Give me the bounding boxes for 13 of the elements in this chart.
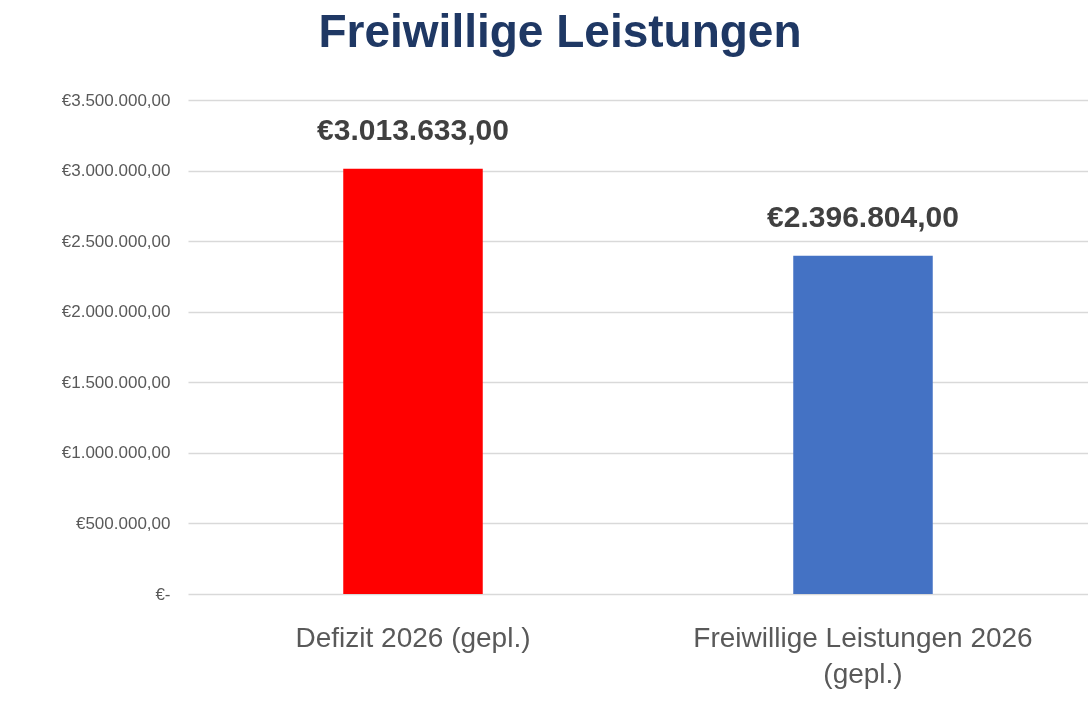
data-label: €3.013.633,00	[317, 112, 509, 146]
y-tick-label: €2.000.000,00	[61, 302, 171, 322]
chart-title: Freiwillige Leistungen	[318, 5, 802, 57]
y-tick-label: €1.500.000,00	[61, 372, 171, 392]
y-tick-label: €3.000.000,00	[61, 161, 171, 181]
y-tick-label: €3.500.000,00	[61, 90, 171, 110]
y-tick-label: €500.000,00	[75, 513, 171, 533]
y-tick-label: €-	[155, 584, 171, 604]
y-tick-label: €1.000.000,00	[61, 443, 171, 463]
y-tick-label: €2.500.000,00	[61, 231, 171, 251]
x-tick-label: Defizit 2026 (gepl.)	[295, 621, 531, 653]
x-tick-label: Freiwillige Leistungen 2026 (gepl.)	[693, 621, 1033, 689]
data-label: €2.396.804,00	[767, 199, 959, 233]
